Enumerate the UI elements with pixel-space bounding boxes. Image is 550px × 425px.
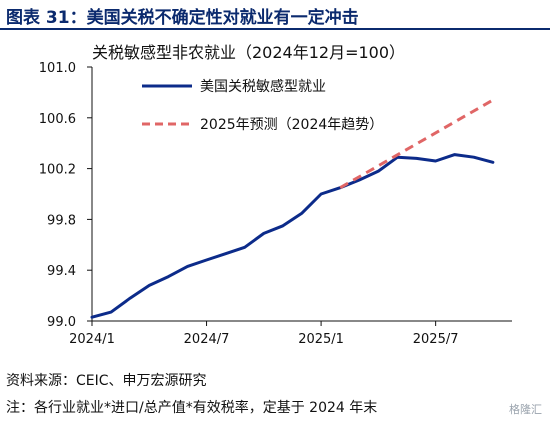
chart-title: 关税敏感型非农就业（2024年12月=100） bbox=[92, 43, 405, 62]
y-tick-label: 99.4 bbox=[47, 264, 76, 279]
forecast-series-line bbox=[339, 98, 494, 190]
x-tick-label: 2025/7 bbox=[413, 332, 459, 347]
title-rule bbox=[0, 28, 550, 30]
y-tick-label: 100.6 bbox=[39, 112, 76, 127]
y-tick-label: 99.8 bbox=[47, 213, 76, 228]
legend-label-forecast: 2025年预测（2024年趋势） bbox=[200, 117, 383, 133]
watermark: 格隆汇 bbox=[509, 403, 542, 416]
series-layer bbox=[90, 98, 495, 319]
x-tick-label: 2024/1 bbox=[69, 332, 115, 347]
x-tick-label: 2024/7 bbox=[184, 332, 230, 347]
source-note: 资料来源：CEIC、申万宏源研究 bbox=[6, 373, 207, 389]
y-tick-label: 100.2 bbox=[39, 163, 76, 178]
legend-label-actual: 美国关税敏感型就业 bbox=[200, 78, 326, 95]
x-tick-labels: 2024/1 2024/7 2025/1 2025/7 bbox=[69, 321, 459, 347]
x-tick-label: 2025/1 bbox=[298, 332, 344, 347]
footnote: 注：各行业就业*进口/总产值*有效税率，定基于 2024 年末 bbox=[6, 400, 378, 416]
y-tick-labels: 99.0 99.4 99.8 100.2 100.6 101.0 bbox=[39, 61, 92, 330]
line-chart: 关税敏感型非农就业（2024年12月=100） 99.0 99.4 99.8 100.… bbox=[39, 43, 512, 347]
y-tick-label: 99.0 bbox=[47, 315, 76, 330]
actual-series-line bbox=[90, 153, 495, 319]
y-tick-label: 101.0 bbox=[39, 61, 76, 76]
figure-title: 图表 31：美国关税不确定性对就业有一定冲击 bbox=[6, 8, 359, 28]
legend: 美国关税敏感型就业 2025年预测（2024年趋势） bbox=[142, 78, 383, 133]
